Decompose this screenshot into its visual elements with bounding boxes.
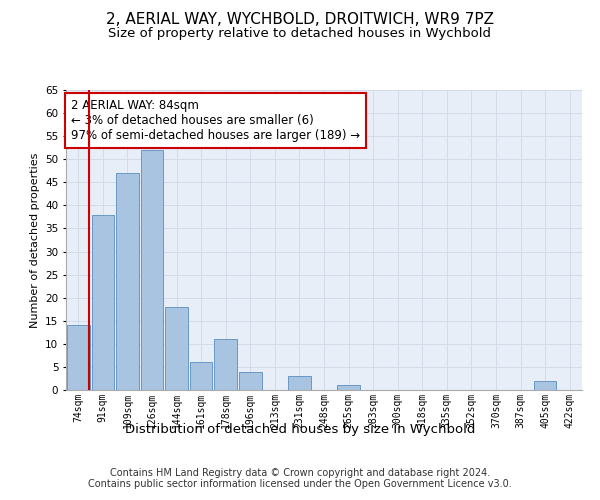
Bar — [190, 362, 212, 390]
Y-axis label: Number of detached properties: Number of detached properties — [29, 152, 40, 328]
Bar — [239, 372, 262, 390]
Text: Size of property relative to detached houses in Wychbold: Size of property relative to detached ho… — [109, 28, 491, 40]
Bar — [67, 326, 89, 390]
Bar — [337, 386, 360, 390]
Text: Contains HM Land Registry data © Crown copyright and database right 2024.
Contai: Contains HM Land Registry data © Crown c… — [88, 468, 512, 489]
Bar — [140, 150, 163, 390]
Text: 2 AERIAL WAY: 84sqm
← 3% of detached houses are smaller (6)
97% of semi-detached: 2 AERIAL WAY: 84sqm ← 3% of detached hou… — [71, 99, 360, 142]
Bar — [92, 214, 114, 390]
Bar — [214, 339, 237, 390]
Text: 2, AERIAL WAY, WYCHBOLD, DROITWICH, WR9 7PZ: 2, AERIAL WAY, WYCHBOLD, DROITWICH, WR9 … — [106, 12, 494, 28]
Bar — [116, 173, 139, 390]
Bar — [165, 307, 188, 390]
Bar — [534, 381, 556, 390]
Bar — [288, 376, 311, 390]
Text: Distribution of detached houses by size in Wychbold: Distribution of detached houses by size … — [125, 422, 475, 436]
